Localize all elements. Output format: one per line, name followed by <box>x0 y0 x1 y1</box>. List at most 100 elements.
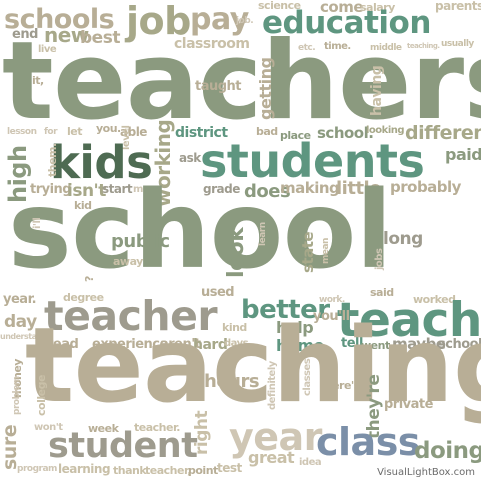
cloud-word: degree <box>63 291 104 304</box>
cloud-word: school <box>8 169 393 293</box>
cloud-word: come <box>320 0 364 16</box>
cloud-word: parents <box>435 0 481 13</box>
cloud-word: private <box>384 397 433 412</box>
cloud-word: i'll <box>32 217 43 229</box>
cloud-word: probably <box>390 178 461 196</box>
cloud-word: class <box>316 420 420 464</box>
cloud-word: point <box>188 464 218 477</box>
cloud-word: classroom <box>174 36 250 52</box>
cloud-word: experience <box>92 337 168 352</box>
cloud-word: home <box>276 336 324 355</box>
cloud-word: used <box>201 285 235 300</box>
cloud-word: job <box>126 0 191 43</box>
cloud-word: you. <box>96 122 121 135</box>
cloud-word: worked <box>413 293 456 306</box>
cloud-word: problem <box>12 376 22 415</box>
cloud-word: ask <box>179 151 201 165</box>
cloud-word: kind <box>222 321 247 334</box>
cloud-word: able <box>120 125 147 139</box>
cloud-word: teaching <box>25 306 481 426</box>
cloud-word: education <box>262 5 431 41</box>
cloud-word: won't <box>34 422 63 433</box>
cloud-word: look <box>224 227 249 278</box>
cloud-word: teacher <box>44 292 218 340</box>
cloud-word: maybe <box>392 335 446 353</box>
cloud-word: schools <box>4 4 115 35</box>
cloud-word: isn't <box>67 181 106 201</box>
cloud-word: state <box>299 231 317 273</box>
cloud-word: school, <box>438 337 481 352</box>
cloud-word: aren't <box>160 337 201 352</box>
cloud-word: usually <box>441 39 474 49</box>
cloud-word: etc. <box>298 43 316 53</box>
cloud-word: start <box>102 182 133 196</box>
cloud-word: went <box>361 339 390 352</box>
cloud-word: taught <box>195 79 242 94</box>
cloud-word: away <box>113 255 143 268</box>
cloud-word: ? <box>83 276 96 282</box>
cloud-word: read <box>47 337 79 352</box>
cloud-word: learn <box>258 222 268 246</box>
cloud-word: idea <box>299 457 322 468</box>
cloud-word: little <box>336 178 381 199</box>
cloud-word: definitely <box>267 361 278 410</box>
cloud-word: year <box>229 415 322 459</box>
cloud-word: understand <box>0 332 47 341</box>
cloud-word: place <box>280 129 311 142</box>
cloud-word: district <box>175 125 228 141</box>
cloud-word: grade <box>203 182 240 196</box>
cloud-word: college <box>35 375 48 416</box>
cloud-word: teaching. <box>407 42 440 50</box>
cloud-word: making <box>280 179 340 197</box>
cloud-word: jobs <box>374 248 385 270</box>
cloud-word: different <box>405 122 481 144</box>
cloud-word: days <box>224 338 249 349</box>
cloud-word: mean <box>321 238 331 264</box>
cloud-word: learning <box>58 462 111 476</box>
cloud-word: help <box>276 318 314 337</box>
cloud-word: getting <box>256 57 275 120</box>
cloud-word: long <box>383 229 423 249</box>
cloud-word: public <box>111 231 170 252</box>
cloud-word: there's <box>320 379 360 392</box>
cloud-word: test <box>217 461 242 475</box>
cloud-word: hours <box>204 371 260 392</box>
cloud-word: best <box>80 28 120 48</box>
cloud-word: trying <box>30 182 72 197</box>
cloud-word: classes <box>302 358 313 396</box>
cloud-word: let <box>67 125 83 138</box>
cloud-word: teacher, <box>145 464 191 477</box>
cloud-word: hard <box>193 337 228 353</box>
cloud-word: school. <box>317 124 374 142</box>
cloud-word: tell <box>341 336 363 351</box>
cloud-word: it, <box>32 74 44 87</box>
cloud-word: new <box>44 23 89 47</box>
cloud-word: looking <box>366 125 405 136</box>
cloud-word: kid <box>74 199 92 212</box>
cloud-word: program <box>17 464 57 474</box>
cloud-word: students <box>200 134 425 188</box>
cloud-word: work. <box>319 295 345 305</box>
cloud-word: great <box>248 448 295 467</box>
cloud-word: paid <box>445 145 481 164</box>
cloud-word: day <box>4 312 37 332</box>
cloud-word: live <box>38 44 57 55</box>
cloud-word: job. <box>236 16 254 26</box>
cloud-word: kids <box>50 136 153 189</box>
cloud-word: teachers <box>2 19 481 144</box>
cloud-word: salary <box>360 1 395 14</box>
cloud-word: teach <box>337 293 481 348</box>
cloud-word: doing <box>414 438 481 464</box>
cloud-word: end <box>12 27 38 42</box>
cloud-word: having <box>369 65 385 116</box>
cloud-word: pay <box>190 2 249 37</box>
cloud-word: bad <box>256 125 278 138</box>
cloud-word: thank <box>113 464 147 477</box>
cloud-word: student <box>48 426 198 466</box>
cloud-word: for <box>44 127 58 137</box>
cloud-word: does <box>244 181 291 202</box>
cloud-word: said <box>370 286 394 299</box>
cloud-word: middle <box>370 43 402 53</box>
cloud-word: lesson <box>7 127 37 137</box>
cloud-word: time. <box>324 41 351 52</box>
